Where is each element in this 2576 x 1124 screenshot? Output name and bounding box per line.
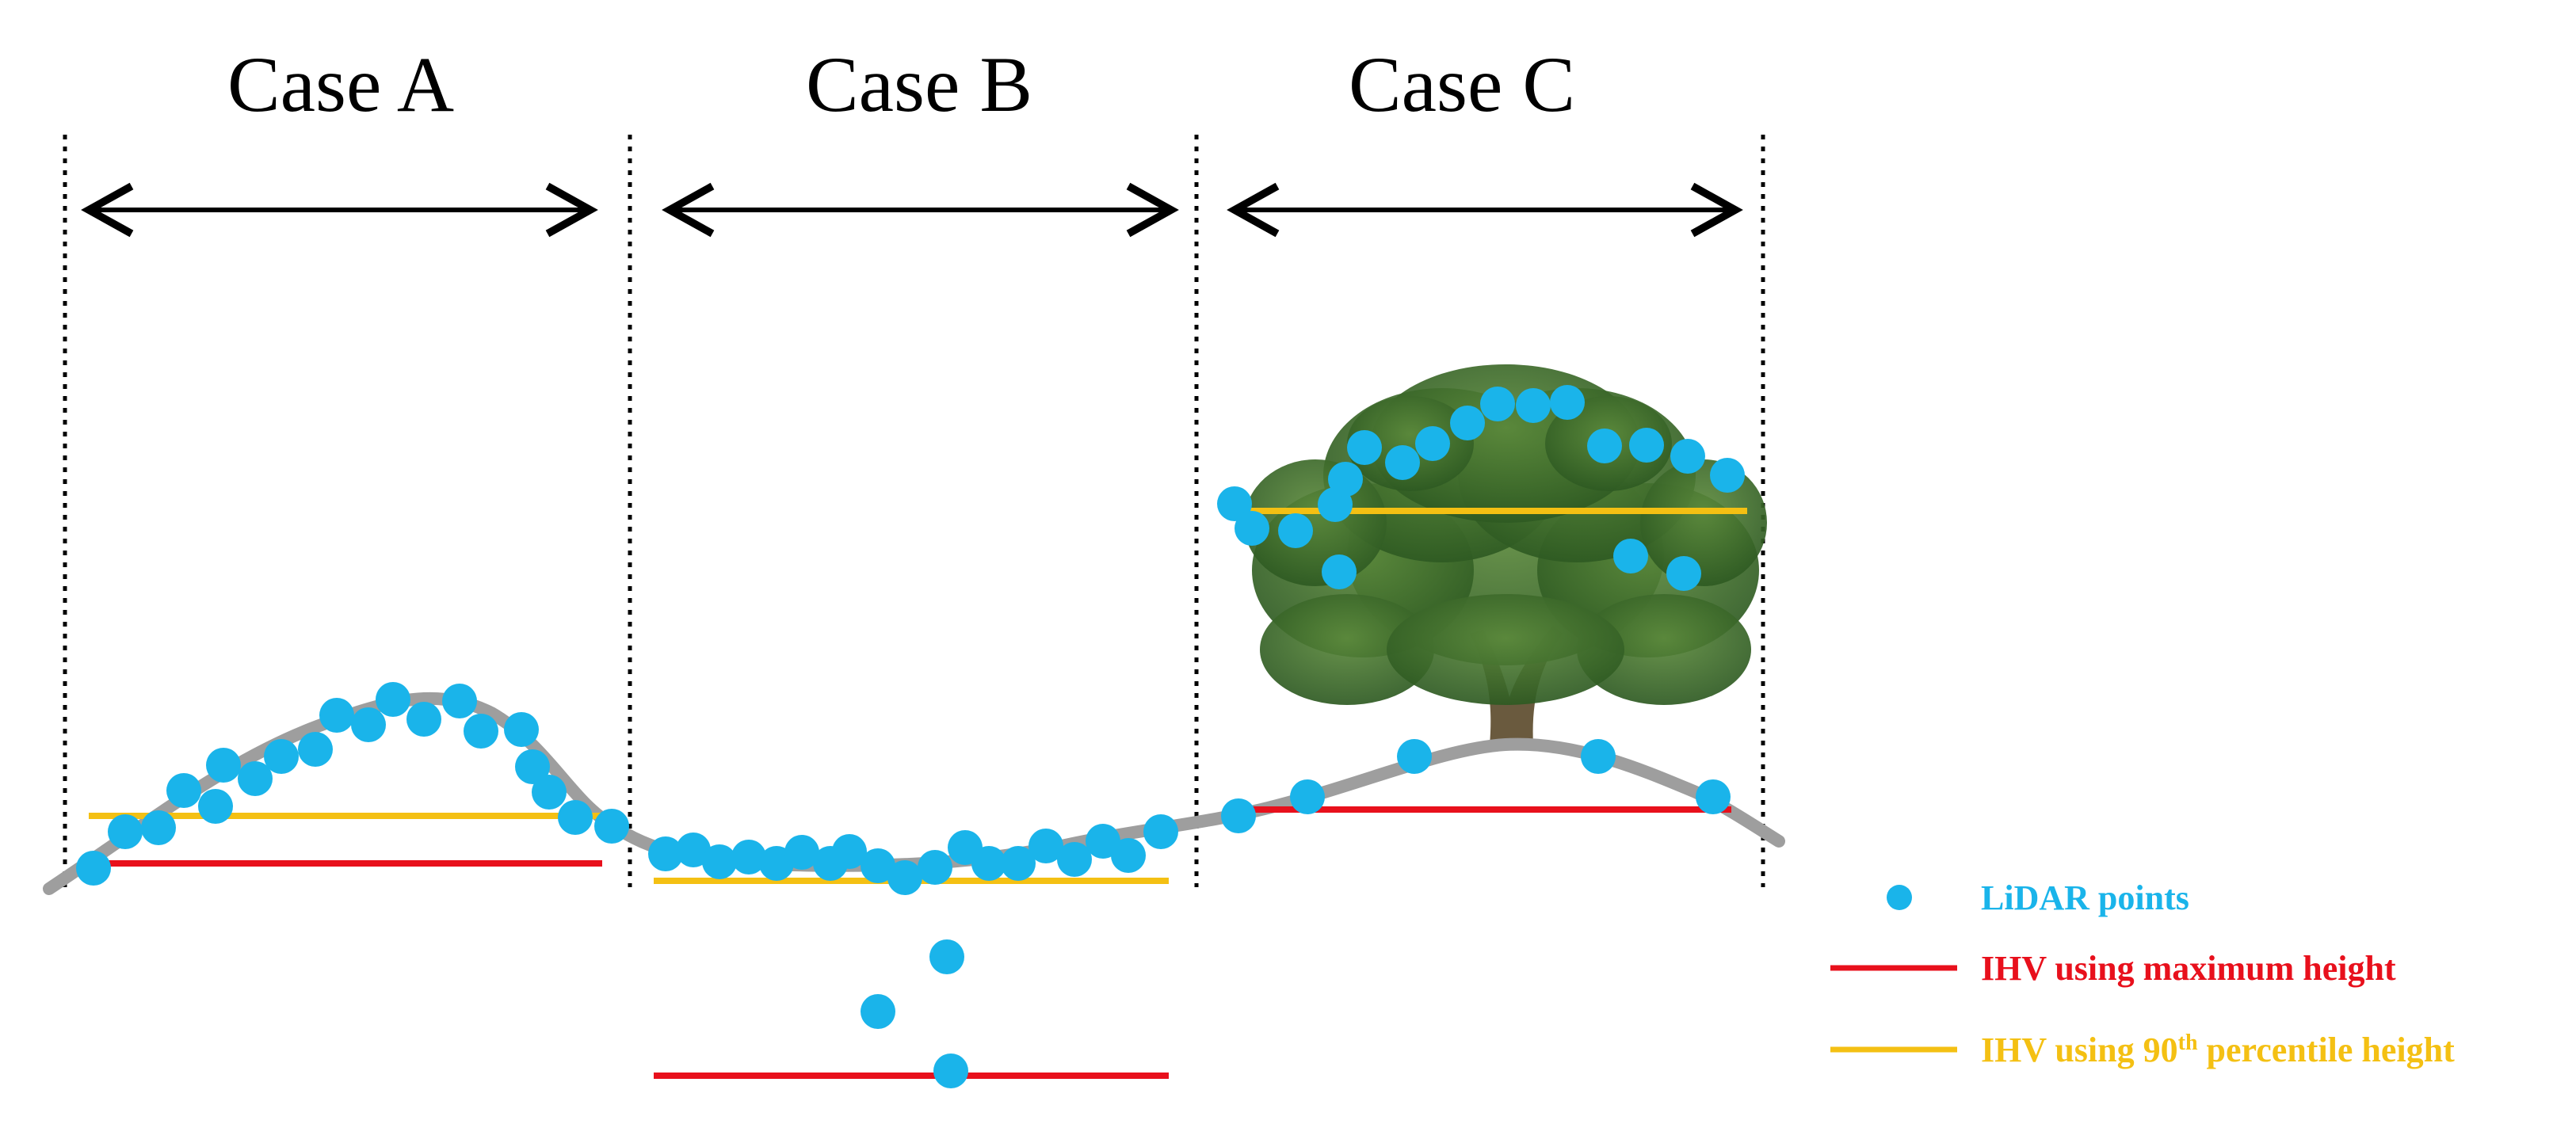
lidar-point xyxy=(676,833,711,867)
lidar-point xyxy=(1666,556,1701,591)
lidar-point xyxy=(1450,406,1485,440)
lidar-point xyxy=(166,773,201,808)
lidar-point xyxy=(1550,385,1585,420)
lidar-point xyxy=(1086,824,1120,859)
lidar-point xyxy=(558,800,593,835)
lidar-point xyxy=(861,994,895,1029)
lidar-point xyxy=(1629,428,1664,463)
lidar-point xyxy=(1397,739,1432,774)
lidar-point xyxy=(406,702,441,737)
lidar-point xyxy=(351,707,386,742)
lidar-point xyxy=(532,775,567,810)
tree-foliage xyxy=(1640,459,1767,586)
lidar-point xyxy=(1415,426,1450,461)
lidar-point xyxy=(1143,814,1178,849)
legend-p90-suffix: percentile height xyxy=(2198,1031,2456,1069)
lidar-point xyxy=(1670,439,1705,474)
lidar-point xyxy=(971,846,1006,881)
lidar-point xyxy=(1347,430,1382,465)
lidar-point xyxy=(861,848,895,883)
lidar-point xyxy=(206,748,241,783)
lidar-point xyxy=(594,809,629,844)
lidar-point xyxy=(702,844,737,879)
lidar-point xyxy=(1587,429,1622,463)
lidar-point xyxy=(108,814,143,849)
lidar-point xyxy=(887,860,922,895)
lidar-point xyxy=(264,739,299,774)
lidar-point xyxy=(1710,458,1745,493)
lidar-point xyxy=(1278,513,1313,548)
tree-illustration xyxy=(1244,364,1767,745)
lidar-point xyxy=(198,789,233,824)
lidar-point xyxy=(1385,445,1420,480)
lidar-point xyxy=(929,939,964,974)
lidar-point xyxy=(648,836,683,871)
lidar-point xyxy=(784,835,819,870)
lidar-points xyxy=(76,385,1745,1088)
lidar-point xyxy=(1001,846,1036,881)
tree-foliage xyxy=(1260,594,1434,705)
legend-max-label: IHV using maximum height xyxy=(1981,949,2396,988)
lidar-point xyxy=(515,749,550,784)
lidar-point xyxy=(832,834,867,869)
lidar-point xyxy=(76,851,111,886)
lidar-point xyxy=(1221,798,1256,833)
lidar-point xyxy=(933,1054,968,1088)
lidar-point xyxy=(1028,829,1063,863)
lidar-point xyxy=(1217,486,1252,521)
lidar-point xyxy=(1290,779,1325,814)
lidar-point xyxy=(141,810,176,845)
lidar-point xyxy=(376,682,410,717)
case-c-title: Case C xyxy=(1349,40,1575,128)
lidar-point xyxy=(1581,739,1616,774)
lidar-point xyxy=(1111,838,1146,873)
lidar-point xyxy=(238,761,273,796)
legend-points-label: LiDAR points xyxy=(1981,878,2189,917)
legend-p90-sup: th xyxy=(2178,1031,2198,1055)
lidar-point xyxy=(1613,539,1648,573)
lidar-point xyxy=(1322,554,1357,589)
lidar-point xyxy=(1328,462,1363,497)
legend-point-marker xyxy=(1887,885,1912,910)
case-b-title: Case B xyxy=(806,40,1032,128)
lidar-point xyxy=(298,732,333,767)
lidar-point xyxy=(1516,388,1551,423)
legend-p90-prefix: IHV using 90 xyxy=(1981,1031,2178,1069)
lidar-point xyxy=(1057,842,1092,877)
tree-foliage xyxy=(1577,594,1751,705)
lidar-point xyxy=(442,684,477,718)
lidar-point xyxy=(319,698,354,733)
lidar-point xyxy=(1696,779,1731,814)
lidar-point xyxy=(504,712,539,747)
lidar-point xyxy=(464,714,498,749)
lidar-point xyxy=(731,840,766,874)
legend-p90-label: IHV using 90th percentile height xyxy=(1981,1031,2455,1070)
tree-foliage xyxy=(1387,594,1624,705)
tree-foliage xyxy=(1347,396,1474,491)
legend: LiDAR points IHV using maximum height IH… xyxy=(1830,878,2455,1069)
lidar-point xyxy=(1235,511,1269,546)
lidar-point xyxy=(1480,387,1515,421)
lidar-point xyxy=(918,850,952,885)
case-a-title: Case A xyxy=(227,40,454,128)
